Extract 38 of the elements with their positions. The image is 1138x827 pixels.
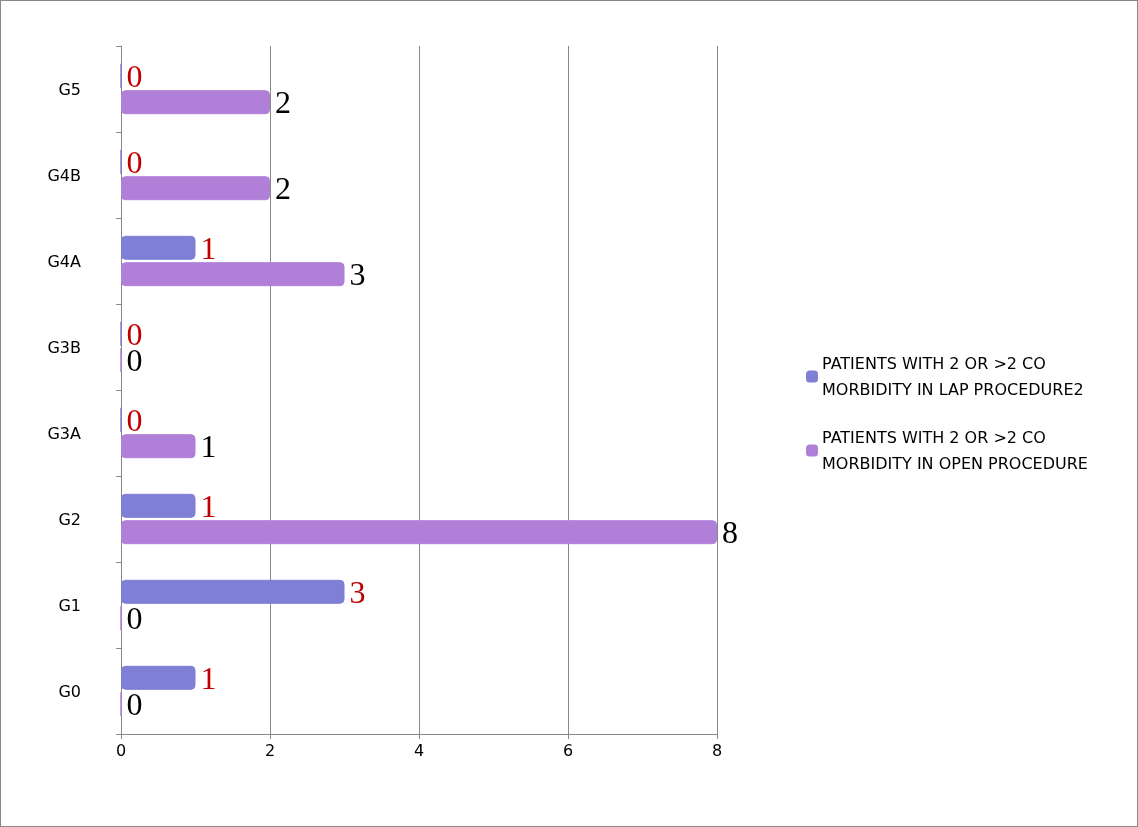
x-tick-label: 0: [115, 740, 127, 760]
x-tick-label: 6: [562, 740, 574, 760]
data-label: 1: [200, 428, 217, 465]
data-label: 0: [126, 143, 143, 180]
data-label: 2: [275, 84, 291, 121]
bar: [121, 493, 196, 518]
data-label: 0: [126, 57, 143, 94]
y-tick-label: G1: [58, 595, 81, 615]
bar: [121, 520, 717, 545]
y-tick-label: G5: [58, 79, 81, 99]
data-label: 1: [200, 487, 217, 524]
data-label: 3: [349, 573, 366, 610]
x-tick-label: 2: [264, 740, 276, 760]
x-tick-label: 8: [711, 740, 723, 760]
y-tick-label: G4B: [47, 165, 81, 185]
data-label: 2: [275, 170, 291, 207]
y-tick-label: G3B: [47, 337, 81, 357]
bar: [121, 262, 345, 287]
data-label: 1: [200, 229, 217, 266]
data-label: 3: [349, 256, 366, 293]
y-tick-label: G2: [58, 509, 81, 529]
data-label: 0: [126, 600, 143, 637]
bar: [121, 579, 345, 604]
bar: [121, 90, 270, 115]
data-label: 8: [722, 514, 738, 551]
data-label: 0: [126, 686, 143, 723]
y-tick-label: G0: [58, 681, 81, 701]
y-tick-label: G3A: [47, 423, 82, 443]
bar: [121, 434, 196, 459]
legend-label: PATIENTS WITH 2 OR >2 CO MORBIDITY IN LAP PROCEDURE2: [822, 354, 1084, 399]
y-tick-label: G4A: [47, 251, 82, 271]
data-label: 0: [126, 401, 143, 438]
legend-label: PATIENTS WITH 2 OR >2 CO MORBIDITY IN OPEN PROCEDURE: [822, 428, 1088, 473]
bar: [121, 665, 196, 690]
data-label: 1: [200, 659, 217, 696]
bar: [121, 176, 270, 201]
bar: [121, 235, 196, 260]
x-tick-label: 4: [413, 740, 425, 760]
